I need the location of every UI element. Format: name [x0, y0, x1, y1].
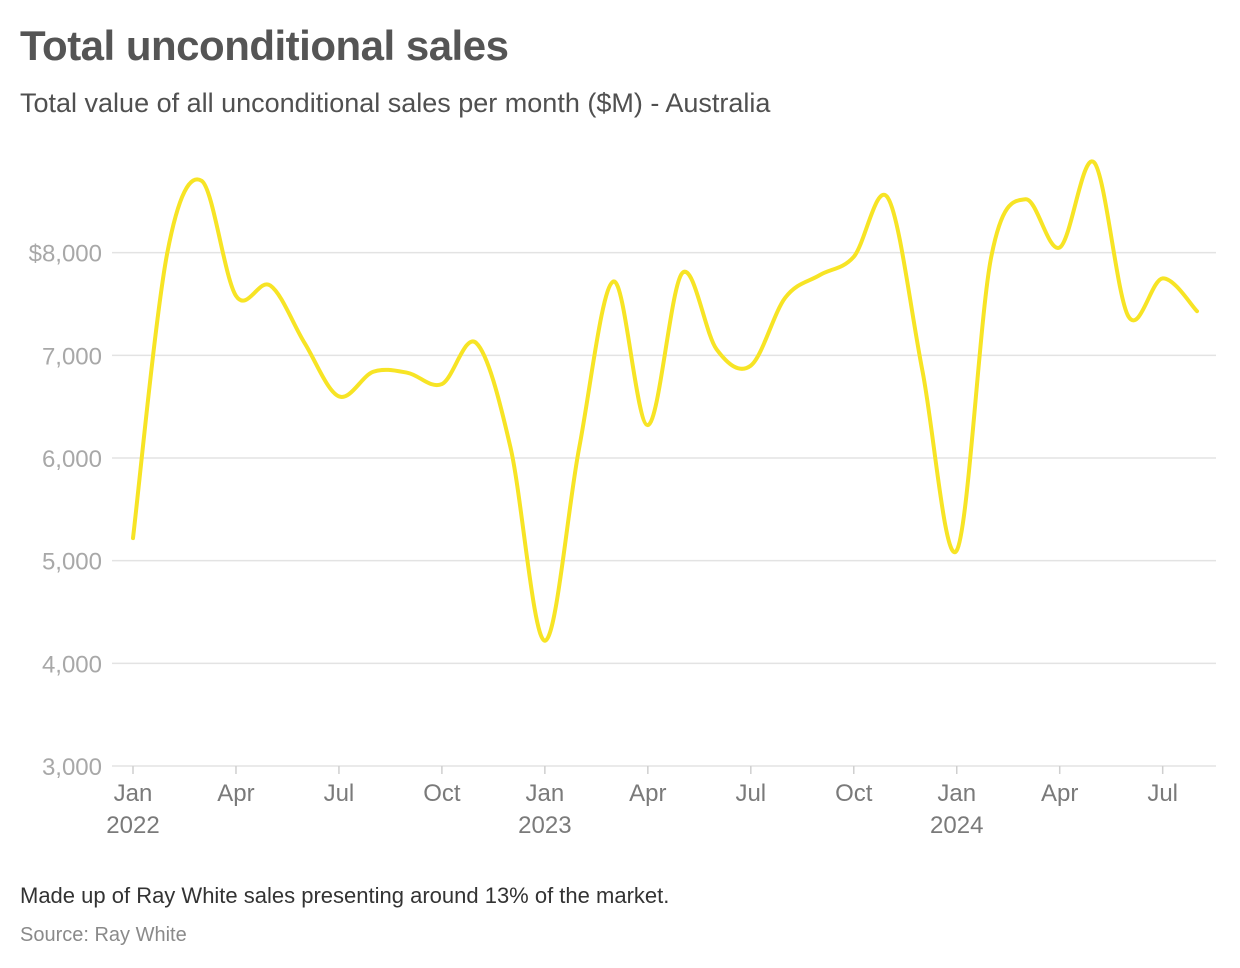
footnote: Made up of Ray White sales presenting ar… — [20, 883, 670, 908]
x-axis: Jan 2022 Apr Jul Oct Jan 2023 Apr Jul Oct Jan 2024 A… — [106, 766, 1178, 839]
x-tick-label: Oct — [835, 780, 873, 807]
source-credit: Source: Ray White — [20, 924, 187, 946]
y-tick-label: 7,000 — [42, 343, 102, 370]
chart-title: Total unconditional sales — [20, 22, 509, 69]
x-tick-year-label: 2022 — [106, 812, 159, 839]
x-tick-year-label: 2023 — [518, 812, 571, 839]
x-tick-label: Oct — [423, 780, 461, 807]
y-tick-label: 5,000 — [42, 549, 102, 576]
y-axis: 3,000 4,000 5,000 6,000 7,000 $8,000 — [29, 241, 102, 781]
x-tick-label: Jan — [526, 780, 565, 807]
x-tick-year-label: 2024 — [930, 812, 983, 839]
x-tick-label: Apr — [629, 780, 666, 807]
x-tick-label: Apr — [217, 780, 254, 807]
gridlines — [112, 251, 1216, 767]
x-tick-label: Jan — [114, 780, 153, 807]
y-tick-label: 3,000 — [42, 754, 102, 781]
x-tick-label: Jan — [937, 780, 976, 807]
y-tick-label: 4,000 — [42, 651, 102, 678]
y-tick-label: $8,000 — [29, 241, 102, 268]
x-tick-label: Jul — [324, 780, 355, 807]
chart-subtitle: Total value of all unconditional sales p… — [20, 88, 771, 118]
series-line — [131, 159, 1199, 643]
x-tick-label: Jul — [1147, 780, 1178, 807]
x-tick-label: Jul — [735, 780, 766, 807]
y-tick-label: 6,000 — [42, 446, 102, 473]
x-tick-label: Apr — [1041, 780, 1078, 807]
series-group — [131, 159, 1199, 643]
line-chart: 3,000 4,000 5,000 6,000 7,000 $8,000 Jan 2022 A… — [29, 159, 1216, 839]
